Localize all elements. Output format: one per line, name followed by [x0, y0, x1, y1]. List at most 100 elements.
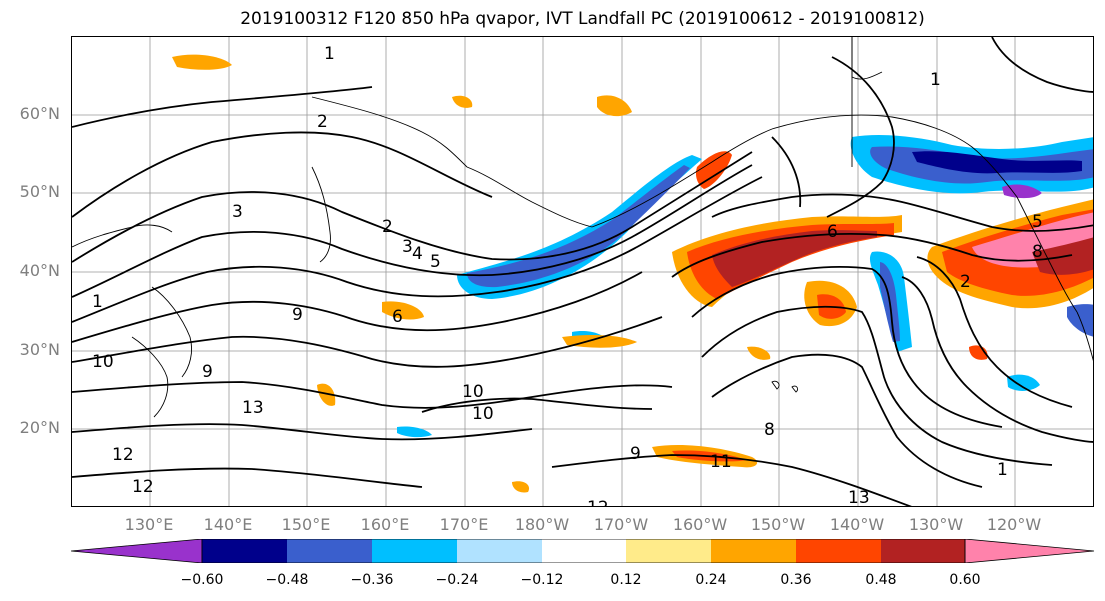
contour-18	[826, 56, 895, 218]
contour-label: 2	[960, 272, 971, 292]
colorbar-tick: −0.24	[435, 572, 479, 588]
contour-7	[72, 316, 663, 368]
colorbar-bin	[881, 539, 965, 563]
colorbar-bin	[626, 539, 711, 563]
colorbar-bin	[372, 539, 457, 563]
contour-13	[691, 266, 1003, 428]
map-svg: 1 1 2 2 3 4 5 6 9 9 10 10 10 12 12 13 13…	[72, 37, 1093, 507]
contour-20	[551, 454, 912, 506]
coast-hawaii-b	[791, 385, 799, 393]
coast-bering	[466, 166, 593, 228]
contour-label: 8	[764, 420, 775, 440]
coast-japan	[151, 286, 193, 378]
coast-asia	[72, 224, 173, 248]
contour-label: 6	[827, 222, 838, 242]
contour-12	[671, 232, 1073, 278]
shade-pos-nw-a	[172, 54, 232, 70]
lat-label-60n: 60°N	[19, 104, 60, 123]
contour-6	[72, 271, 643, 343]
contour-label: 1	[92, 292, 103, 312]
contour-label: 9	[630, 444, 641, 464]
contour-16	[901, 276, 1093, 443]
colorbar-bin	[711, 539, 796, 563]
contour-label: 11	[710, 452, 732, 472]
shade-pos-upstream	[695, 151, 732, 189]
lat-label-50n: 50°N	[19, 182, 60, 201]
contour-label: 12	[132, 477, 154, 497]
colorbar-bin	[542, 539, 626, 563]
contour-21	[421, 397, 653, 413]
contour-2	[72, 131, 493, 218]
contour-label: 2	[382, 217, 393, 237]
lon-label-170w: 170°W	[593, 515, 649, 534]
contour-3	[72, 151, 753, 263]
shade-neg-mid-b	[397, 426, 432, 438]
colorbar-tick: −0.12	[520, 572, 564, 588]
contour-22	[991, 37, 1093, 93]
coast-kamchatka	[311, 166, 331, 263]
contour-1	[72, 86, 373, 128]
lat-label-30n: 30°N	[19, 340, 60, 359]
shade-pos-small-2	[747, 346, 771, 360]
colorbar-extend-low	[71, 539, 203, 563]
contour-10	[72, 467, 423, 488]
contour-label: 1	[997, 460, 1008, 480]
colorbar-bin	[202, 539, 287, 563]
lat-label-40n: 40°N	[19, 261, 60, 280]
colorbar-tick: −0.48	[265, 572, 309, 588]
positive-anomaly-shading	[172, 54, 1093, 493]
contour-label: 8	[1032, 242, 1043, 262]
colorbar-tick: 0.48	[865, 572, 897, 588]
contour-11	[711, 193, 1093, 232]
lon-label-130w: 130°W	[908, 515, 964, 534]
chart-title: 2019100312 F120 850 hPa qvapor, IVT Land…	[240, 9, 925, 29]
shade-neg-east-a	[1007, 374, 1040, 391]
contour-label: 9	[292, 305, 303, 325]
colorbar-frame	[201, 539, 966, 563]
contour-label: 13	[242, 398, 264, 418]
contour-label: 12	[112, 445, 134, 465]
lon-label-180w: 180°W	[514, 515, 570, 534]
contour-4	[72, 164, 753, 298]
colorbar-tick: 0.24	[695, 572, 727, 588]
contour-label: 10	[92, 352, 114, 372]
shade-pos-small-3	[512, 481, 530, 493]
coast-usa	[1076, 311, 1093, 362]
contour-label: 10	[472, 404, 494, 424]
coast-hawaii-a	[771, 380, 780, 390]
lon-label-130e: 130°E	[124, 515, 174, 534]
contour-label: 4	[412, 244, 423, 264]
contour-label: 1	[930, 70, 941, 90]
lon-label-120w: 120°W	[986, 515, 1042, 534]
contour-19	[771, 136, 802, 208]
shade-pos-w-b	[382, 301, 424, 320]
contour-17	[916, 256, 1073, 408]
contour-8	[72, 381, 673, 409]
contour-5	[72, 176, 763, 323]
coast-siberia	[311, 96, 468, 168]
contour-label: 6	[392, 307, 403, 327]
ivt-contours	[72, 37, 1093, 506]
lon-label-150e: 150°E	[281, 515, 331, 534]
contour-14	[701, 305, 1053, 466]
coast-alaska	[771, 114, 1018, 198]
contour-label: 13	[848, 488, 870, 507]
contour-label-group: 1 1 2 2 3 4 5 6 9 9 10 10 10 12 12 13 13…	[92, 44, 1043, 507]
lon-label-140w: 140°W	[829, 515, 885, 534]
coast-japan-2	[131, 336, 169, 418]
lon-label-150w: 150°W	[750, 515, 806, 534]
contour-label: 9	[202, 362, 213, 382]
colorbar-tick: 0.36	[780, 572, 812, 588]
shade-neg-purple	[1002, 184, 1042, 199]
colorbar-tick: 0.60	[949, 572, 981, 588]
contour-label: 5	[430, 252, 441, 272]
colorbar-tick: 0.12	[610, 572, 642, 588]
contour-label: 10	[462, 382, 484, 402]
colorbar-tick: −0.60	[180, 572, 224, 588]
shade-pos-w-a	[317, 383, 336, 406]
lon-label-160w: 160°W	[672, 515, 728, 534]
contour-label: 3	[402, 237, 413, 257]
map-panel: 1 1 2 2 3 4 5 6 9 9 10 10 10 12 12 13 13…	[71, 36, 1094, 507]
colorbar-extend-high	[964, 539, 1095, 563]
colorbar-bin	[796, 539, 881, 563]
